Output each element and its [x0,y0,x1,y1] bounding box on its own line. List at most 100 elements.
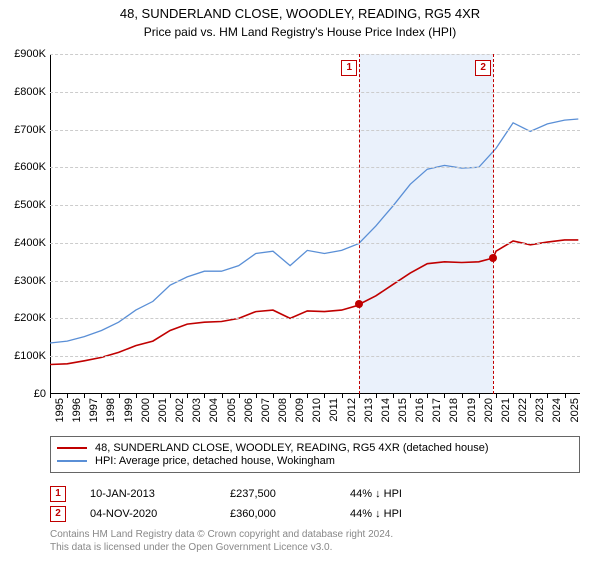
chart-area: £0£100K£200K£300K£400K£500K£600K£700K£80… [50,54,580,394]
gridline [50,167,580,168]
x-tick [101,394,102,398]
footer-line-1: Contains HM Land Registry data © Crown c… [50,528,393,541]
legend-row: 48, SUNDERLAND CLOSE, WOODLEY, READING, … [57,442,573,454]
legend-label: HPI: Average price, detached house, Woki… [95,455,335,467]
x-tick [50,394,51,398]
y-tick-label: £900K [14,48,46,60]
x-tick [462,394,463,398]
x-tick-label: 2017 [431,398,443,422]
x-tick [444,394,445,398]
x-tick-label: 2000 [140,398,152,422]
y-tick-label: £700K [14,124,46,136]
y-tick-label: £200K [14,312,46,324]
x-tick [393,394,394,398]
x-tick [256,394,257,398]
x-tick-label: 2024 [551,398,563,422]
x-tick-label: 2003 [191,398,203,422]
y-tick-label: £0 [34,388,46,400]
x-tick [324,394,325,398]
x-tick [67,394,68,398]
footer-line-2: This data is licensed under the Open Gov… [50,541,393,554]
sale-row: 110-JAN-2013£237,50044% ↓ HPI [50,484,580,504]
event-marker-box: 1 [341,60,357,76]
x-tick [239,394,240,398]
x-tick-label: 2004 [208,398,220,422]
x-tick [204,394,205,398]
event-line [359,54,360,394]
price-marker [489,254,497,262]
chart-title: 48, SUNDERLAND CLOSE, WOODLEY, READING, … [0,6,600,23]
x-tick-label: 2016 [414,398,426,422]
x-tick-label: 2020 [483,398,495,422]
x-tick [222,394,223,398]
x-tick [496,394,497,398]
x-tick [136,394,137,398]
x-tick [359,394,360,398]
gridline [50,92,580,93]
y-tick-label: £400K [14,237,46,249]
x-tick [427,394,428,398]
series-property [50,240,578,365]
y-tick-label: £800K [14,86,46,98]
x-tick-label: 2013 [363,398,375,422]
x-tick-label: 2001 [157,398,169,422]
x-tick [273,394,274,398]
y-tick-label: £600K [14,161,46,173]
sales-table: 110-JAN-2013£237,50044% ↓ HPI204-NOV-202… [50,484,580,524]
sale-price: £237,500 [230,488,350,500]
x-tick [170,394,171,398]
x-tick-label: 2018 [448,398,460,422]
x-tick-label: 1997 [88,398,100,422]
legend-swatch [57,447,87,449]
x-tick-label: 1998 [105,398,117,422]
x-tick [547,394,548,398]
x-tick-label: 2019 [466,398,478,422]
x-tick [513,394,514,398]
x-tick [153,394,154,398]
y-tick-label: £100K [14,350,46,362]
x-tick [530,394,531,398]
x-tick [479,394,480,398]
x-tick-label: 2011 [328,398,340,422]
gridline [50,281,580,282]
gridline [50,54,580,55]
gridline [50,205,580,206]
gridline [50,243,580,244]
x-tick [307,394,308,398]
footer: Contains HM Land Registry data © Crown c… [50,528,393,554]
legend: 48, SUNDERLAND CLOSE, WOODLEY, READING, … [50,436,580,473]
event-line [493,54,494,394]
legend-swatch [57,460,87,462]
x-tick-label: 2005 [226,398,238,422]
x-tick-label: 2007 [260,398,272,422]
x-tick-label: 2010 [311,398,323,422]
sale-pct-vs-hpi: 44% ↓ HPI [350,488,500,500]
x-tick-label: 2009 [294,398,306,422]
sale-price: £360,000 [230,508,350,520]
x-tick-label: 2022 [517,398,529,422]
x-tick-label: 2015 [397,398,409,422]
x-tick-label: 2025 [569,398,581,422]
sale-date: 04-NOV-2020 [90,508,230,520]
x-tick-label: 1995 [54,398,66,422]
x-tick-label: 1996 [71,398,83,422]
x-tick [376,394,377,398]
x-tick-label: 2012 [346,398,358,422]
gridline [50,130,580,131]
line-plot [50,54,580,394]
x-tick [565,394,566,398]
legend-row: HPI: Average price, detached house, Woki… [57,455,573,467]
x-tick-label: 2023 [534,398,546,422]
x-tick [290,394,291,398]
series-hpi [50,119,578,343]
legend-label: 48, SUNDERLAND CLOSE, WOODLEY, READING, … [95,442,489,454]
x-tick-label: 2008 [277,398,289,422]
x-tick [187,394,188,398]
x-tick-label: 2014 [380,398,392,422]
gridline [50,356,580,357]
x-tick-label: 2006 [243,398,255,422]
sale-row: 204-NOV-2020£360,00044% ↓ HPI [50,504,580,524]
x-tick [410,394,411,398]
x-tick [342,394,343,398]
x-tick [84,394,85,398]
